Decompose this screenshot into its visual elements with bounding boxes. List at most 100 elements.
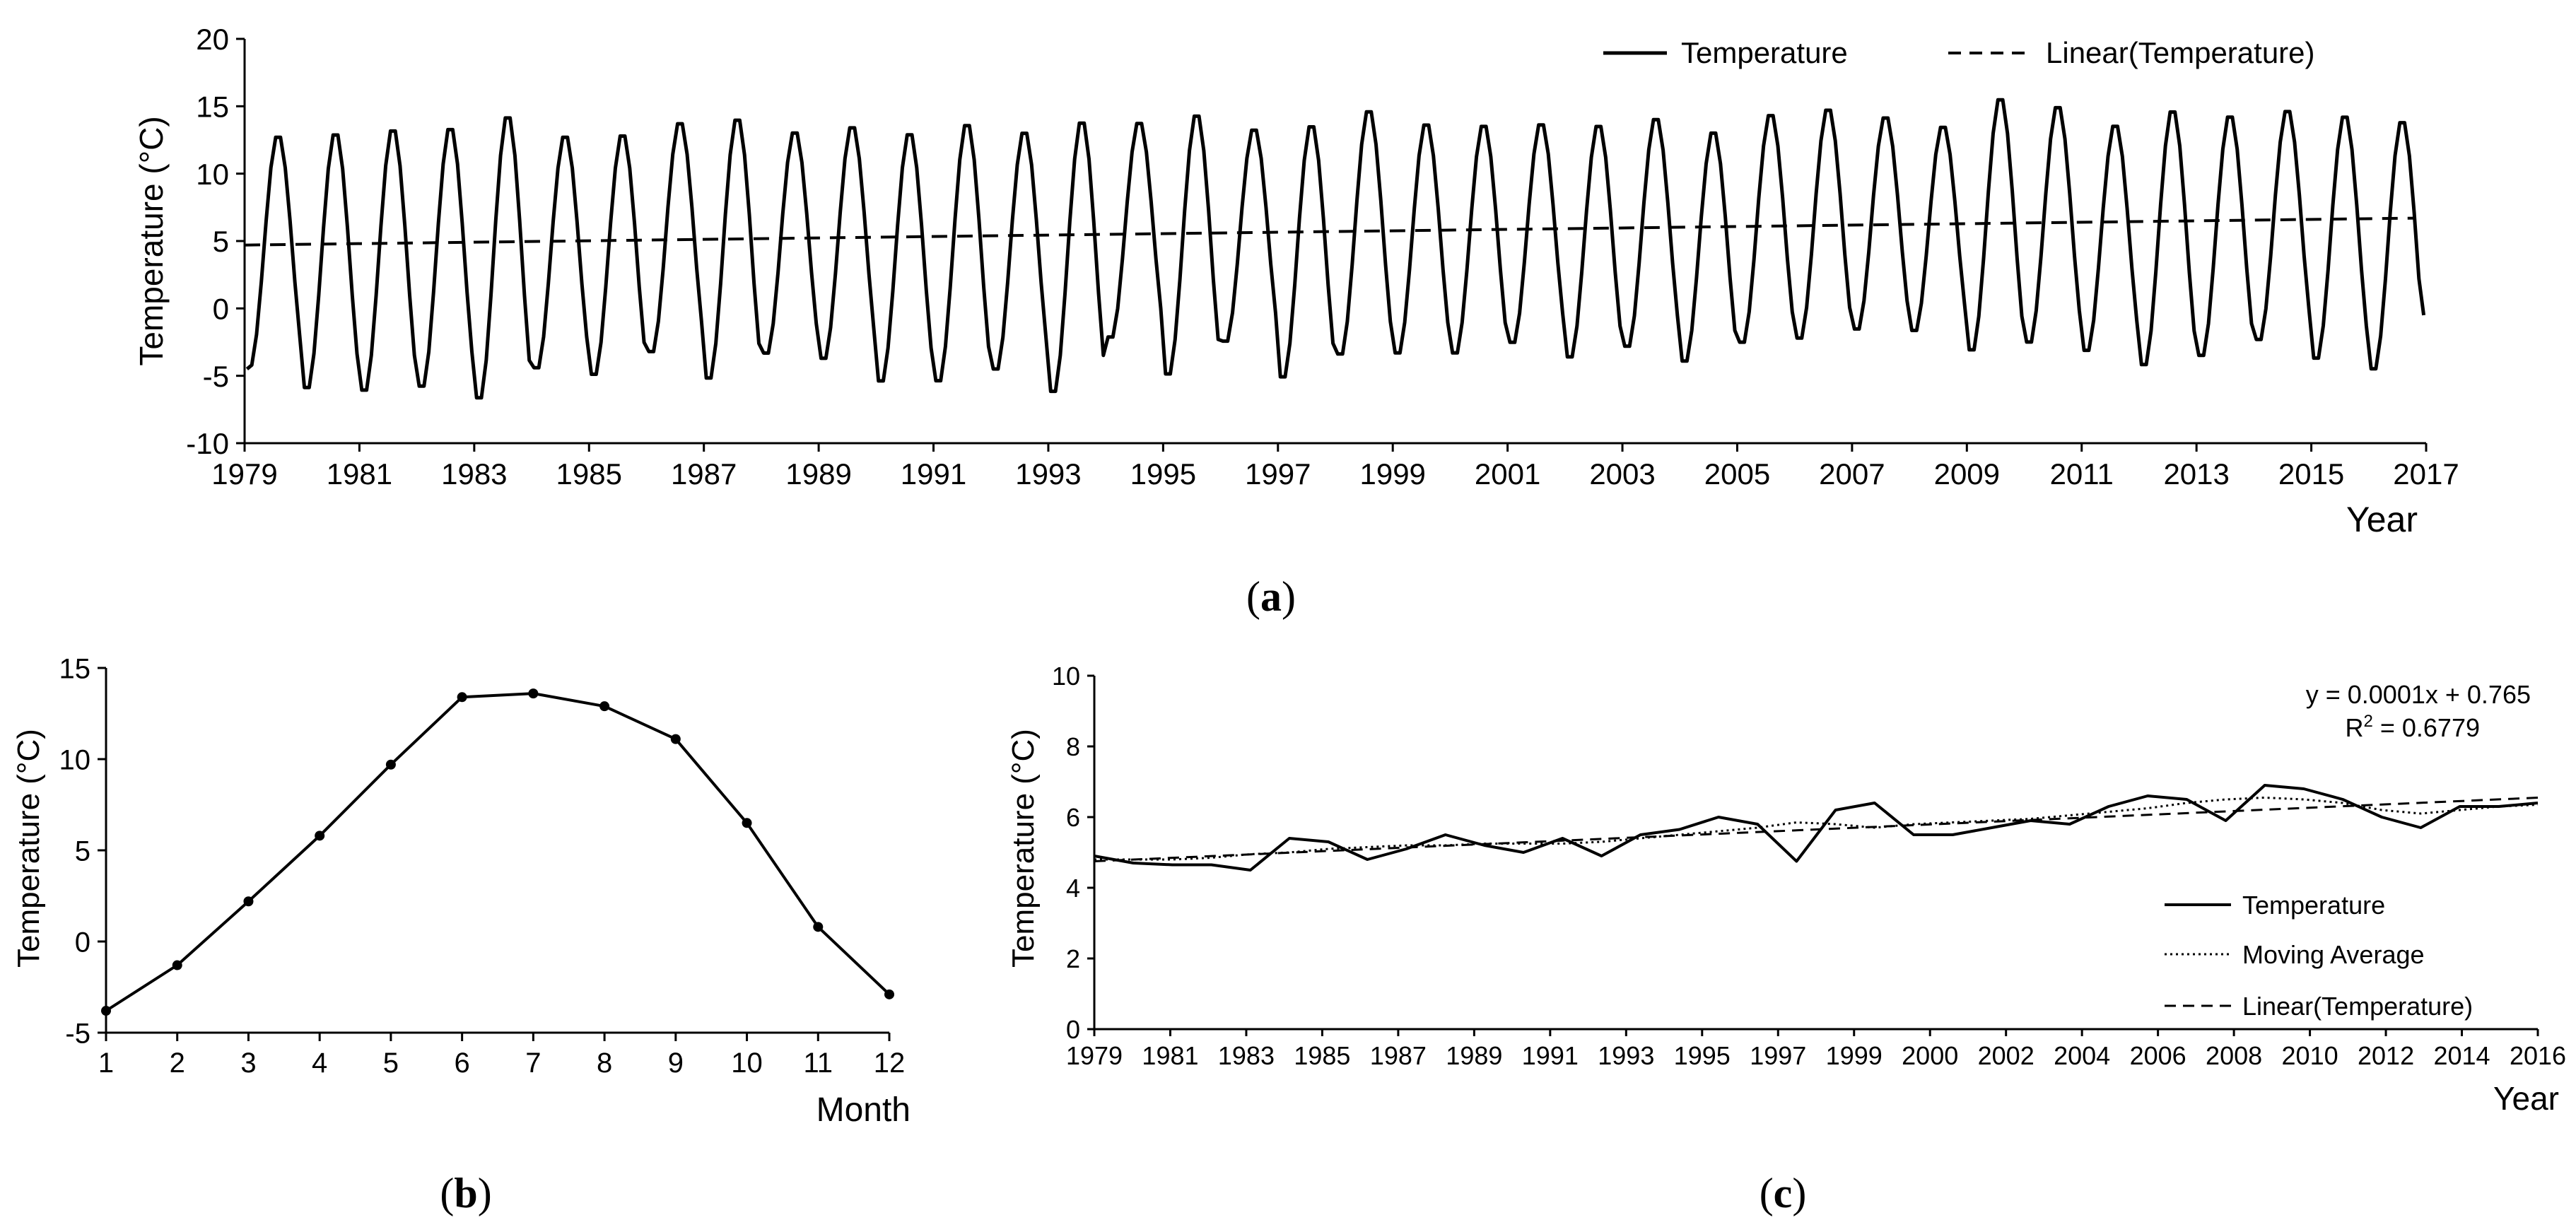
panel-a-y-tick-label: 10 <box>196 158 229 191</box>
panel-b-point <box>670 734 681 744</box>
panel-b-y-tick-label: 5 <box>75 835 90 867</box>
panel-c-r-squared: R2 = 0.6779 <box>2346 712 2481 742</box>
panel-b-x-tick-label: 6 <box>455 1048 470 1079</box>
panel-c-x-tick-label: 1999 <box>1826 1041 1883 1070</box>
panel-c-x-tick-label: 1981 <box>1142 1041 1198 1070</box>
panel-b-x-tick-label: 5 <box>383 1048 399 1079</box>
panel-c-y-tick-label: 8 <box>1066 732 1080 761</box>
panel-c-legend-moving-average-label: Moving Average <box>2242 940 2425 969</box>
panel-c-x-tick-label: 1985 <box>1294 1041 1350 1070</box>
panel-a-x-tick-label: 1985 <box>556 457 622 491</box>
panel-b-x-tick-label: 12 <box>874 1048 906 1079</box>
panel-c-y-ticks: 0 2 4 6 8 10 <box>1052 662 1094 1044</box>
panel-a-legend-linear-label: Linear(Temperature) <box>2046 36 2315 69</box>
panel-a-y-ticks: -10 -5 0 5 10 15 20 <box>186 23 245 460</box>
panel-c-label: (c) <box>1760 1170 1807 1216</box>
panel-b-point <box>385 759 396 770</box>
panel-c-x-tick-label: 1993 <box>1598 1041 1654 1070</box>
panel-b-y-ticks: -5 0 5 10 15 <box>59 653 106 1049</box>
panel-b-point <box>172 960 182 970</box>
panel-a-x-tick-label: 2003 <box>1589 457 1655 491</box>
panel-a-x-tick-label: 1999 <box>1359 457 1425 491</box>
panel-c-x-ticks: 1979 1981 1983 1985 1987 1989 1991 1993 1995 1997… <box>1066 1029 2566 1070</box>
panel-c-x-tick-label: 2000 <box>1902 1041 1958 1070</box>
panel-b-point <box>742 818 752 828</box>
panel-a-x-tick-label: 2017 <box>2393 457 2459 491</box>
panel-b-x-tick-label: 4 <box>312 1048 327 1079</box>
panel-c-legend-linear-label: Linear(Temperature) <box>2242 992 2473 1021</box>
panel-b-x-tick-label: 1 <box>98 1048 114 1079</box>
panel-c-series-moving-average <box>1094 796 2539 861</box>
panel-b-series-temperature <box>105 692 891 1012</box>
panel-b-y-tick-label: -5 <box>65 1018 90 1049</box>
panel-c-annotation: y = 0.0001x + 0.765 R2 = 0.6779 <box>2306 680 2531 742</box>
panel-b-y-axis-title: Temperature (°C) <box>11 729 46 968</box>
panel-a-x-tick-label: 1983 <box>441 457 507 491</box>
panel-b-x-axis-title: Month <box>816 1091 911 1129</box>
panel-c-x-tick-label: 1991 <box>1522 1041 1579 1070</box>
panel-a-x-axis-title: Year <box>2346 500 2418 539</box>
panel-c-legend-temperature-label: Temperature <box>2242 891 2385 920</box>
panel-a-y-tick-label: 5 <box>213 225 229 258</box>
panel-b-y-tick-label: 15 <box>59 653 91 684</box>
panel-b-point <box>599 701 610 712</box>
panel-a-x-tick-label: 2005 <box>1704 457 1770 491</box>
panel-b-point <box>101 1006 111 1016</box>
panel-a-y-tick-label: 15 <box>196 90 229 123</box>
panel-a-x-ticks: 1979 1981 1983 1985 1987 1989 1991 1993 1995 1997… <box>211 443 2459 491</box>
panel-b-markers <box>101 688 894 1016</box>
panel-b-x-tick-label: 2 <box>170 1048 185 1079</box>
panel-a-x-tick-label: 1991 <box>901 457 966 491</box>
panel-b-label: (b) <box>440 1170 491 1216</box>
panel-c-y-tick-label: 6 <box>1066 803 1080 832</box>
panel-c-series-temperature <box>1094 784 2539 872</box>
panel-b-point <box>813 922 824 932</box>
panel-c-y-axis-title: Temperature (°C) <box>1006 729 1041 968</box>
panel-c-x-tick-label: 2006 <box>2130 1041 2186 1070</box>
panel-a-x-tick-label: 1993 <box>1015 457 1081 491</box>
panel-a-x-tick-label: 1997 <box>1245 457 1311 491</box>
panel-c-x-tick-label: 2002 <box>1978 1041 2035 1070</box>
panel-c-x-tick-label: 1987 <box>1370 1041 1427 1070</box>
panel-a-y-tick-label: 20 <box>196 23 229 56</box>
panel-c-y-tick-label: 10 <box>1052 662 1080 691</box>
panel-a-y-tick-label: -10 <box>186 427 229 460</box>
panel-c-x-tick-label: 2014 <box>2433 1041 2490 1070</box>
panel-b-y-tick-label: 0 <box>75 927 90 958</box>
panel-a-x-tick-label: 2013 <box>2163 457 2229 491</box>
panel-a-y-tick-label: 0 <box>213 292 229 325</box>
panel-b-x-ticks: 1 2 3 4 5 6 7 8 9 10 11 12 <box>98 1033 905 1079</box>
panel-c-x-tick-label: 1983 <box>1218 1041 1275 1070</box>
panel-b-x-tick-label: 3 <box>240 1048 256 1079</box>
panel-a-legend: Temperature Linear(Temperature) <box>1603 36 2315 69</box>
panel-a-x-tick-label: 1989 <box>785 457 851 491</box>
panel-a-x-tick-label: 2001 <box>1475 457 1540 491</box>
panel-c-equation: y = 0.0001x + 0.765 <box>2306 680 2531 709</box>
panel-a-y-axis-title: Temperature (°C) <box>133 116 170 365</box>
panel-a-x-tick-label: 1995 <box>1130 457 1196 491</box>
panel-a-series-temperature <box>245 98 2426 400</box>
panel-a-x-tick-label: 2015 <box>2278 457 2344 491</box>
panel-c-y-tick-label: 2 <box>1066 944 1080 973</box>
panel-b-x-tick-label: 9 <box>668 1048 684 1079</box>
panel-c-x-axis-title: Year <box>2493 1080 2559 1117</box>
panel-a-x-tick-label: 2009 <box>1934 457 2000 491</box>
panel-c-legend: Temperature Moving Average Linear(Temper… <box>2165 891 2473 1021</box>
panel-b-point <box>315 831 325 841</box>
panel-a-series-linear-temperature <box>244 216 2415 247</box>
panel-c-series-linear-temperature <box>1094 797 2539 862</box>
panel-b-point <box>243 896 254 907</box>
panel-b-y-tick-label: 10 <box>59 744 91 775</box>
panel-a-y-tick-label: -5 <box>203 360 229 393</box>
panel-c-x-tick-label: 2004 <box>2054 1041 2110 1070</box>
panel-b-x-tick-label: 10 <box>731 1048 763 1079</box>
panel-b-point <box>457 692 467 703</box>
panel-a-x-tick-label: 1979 <box>211 457 277 491</box>
panel-a-legend-temperature-label: Temperature <box>1681 36 1848 69</box>
panel-a-x-tick-label: 2011 <box>2050 457 2114 491</box>
panel-a-x-tick-label: 1987 <box>671 457 737 491</box>
panel-b-x-tick-label: 7 <box>525 1048 541 1079</box>
